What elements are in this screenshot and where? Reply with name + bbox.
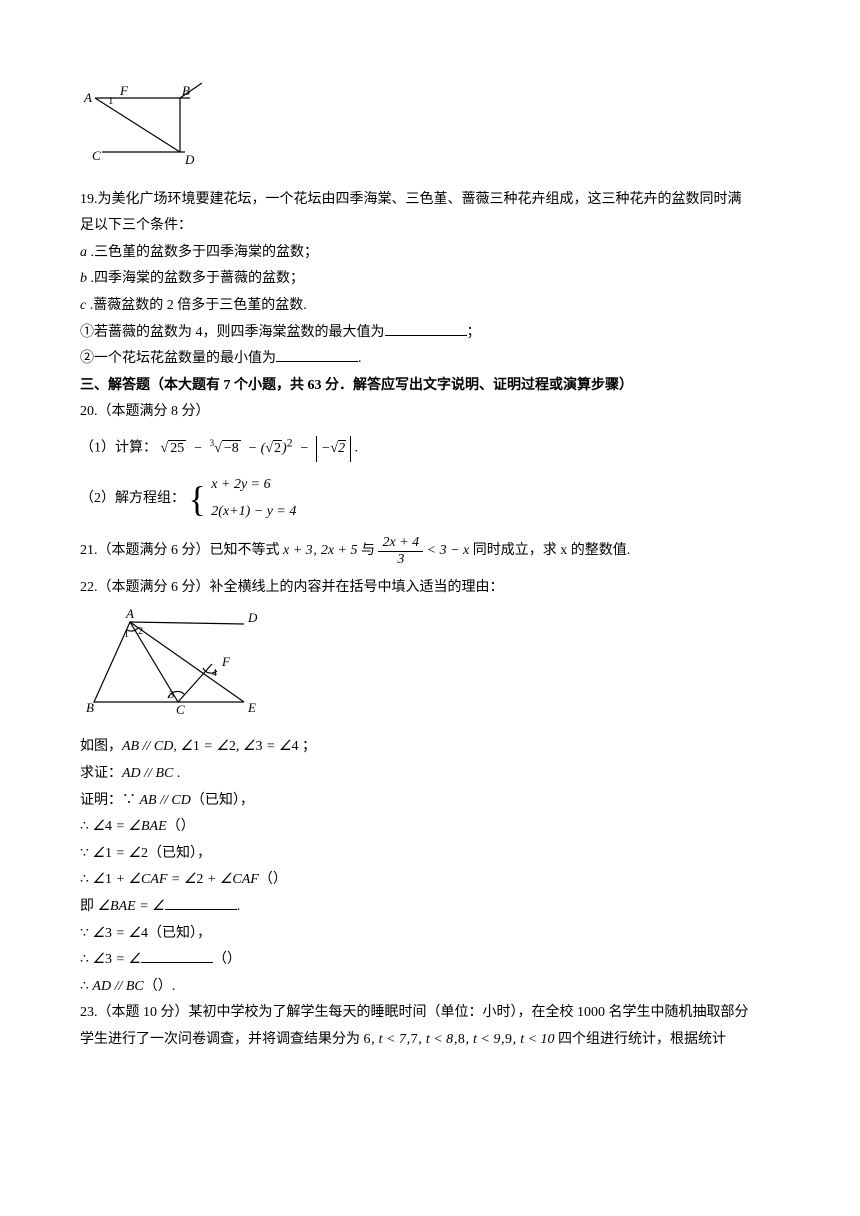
q22-given: 如图，AB // CD, ∠1 = ∠2, ∠3 = ∠4 ； <box>80 734 780 761</box>
svg-text:F: F <box>221 654 231 669</box>
svg-text:C: C <box>176 702 185 717</box>
q19-blank1 <box>385 320 467 335</box>
q20-header: 20.（本题满分 8 分） <box>80 399 780 426</box>
q20-part2: （2）解方程组： { x + 2y = 6 2(x+1) − y = 4 <box>80 472 780 525</box>
svg-text:1: 1 <box>108 95 114 107</box>
q22-step5: 即 ∠BAE = ∠. <box>80 894 780 921</box>
q22-step4: ∴ ∠1 + ∠CAF = ∠2 + ∠CAF（） <box>80 867 780 894</box>
svg-text:A: A <box>125 608 134 621</box>
q21: 21.（本题满分 6 分）已知不等式 x + 3‚ 2x + 5 与 2x + … <box>80 535 780 567</box>
svg-text:F: F <box>119 83 129 98</box>
svg-text:B: B <box>182 83 190 98</box>
q22-step1: 证明：∵ AB // CD（已知）， <box>80 788 780 815</box>
q22-figure: A D B C E F 1 2 3 4 <box>80 608 780 729</box>
svg-text:A: A <box>83 90 92 105</box>
q22-step6: ∵ ∠3 = ∠4（已知）， <box>80 921 780 948</box>
q20-part1: （1）计算： √25 − 3√−8 − (√2)2 − −√2 . <box>80 432 780 462</box>
q22-prove: 求证：AD // BC . <box>80 761 780 788</box>
svg-text:3: 3 <box>169 690 174 701</box>
q19-stem: 19.为美化广场环境要建花坛，一个花坛由四季海棠、三色堇、蔷薇三种花卉组成，这三… <box>80 187 780 214</box>
svg-text:D: D <box>247 610 258 625</box>
q22-header: 22.（本题满分 6 分）补全横线上的内容并在括号中填入适当的理由： <box>80 575 780 602</box>
svg-text:1: 1 <box>124 629 129 640</box>
q23-line2: 学生进行了一次问卷调查，并将调查结果分为 6‚ t < 7‚7‚ t < 8‚8… <box>80 1027 780 1054</box>
svg-text:B: B <box>86 700 94 715</box>
q19-part2: ②一个花坛花盆数量的最小值为. <box>80 346 780 373</box>
q22-blank2 <box>141 948 213 963</box>
svg-text:D: D <box>184 152 195 167</box>
q22-step8: ∴ AD // BC（）. <box>80 974 780 1001</box>
q19-b: .四季海棠的盆数多于蔷薇的盆数； <box>91 271 305 286</box>
q22-blank1 <box>165 895 237 910</box>
q19-c: .蔷薇盆数的 2 倍多于三色堇的盆数. <box>90 298 307 313</box>
q22-step3: ∵ ∠1 = ∠2（已知）， <box>80 841 780 868</box>
q18-figure: A F B C D 1 <box>80 80 780 181</box>
section3-heading: 三、解答题（本大题有 7 个小题，共 63 分．解答应写出文字说明、证明过程或演… <box>80 373 780 400</box>
svg-text:4: 4 <box>212 668 217 679</box>
q19-part1: ①若蔷薇的盆数为 4，则四季海棠盆数的最大值为； <box>80 320 780 347</box>
q22-step2: ∴ ∠4 = ∠BAE（） <box>80 814 780 841</box>
q22-step7: ∴ ∠3 = ∠（） <box>80 947 780 974</box>
q19-a: .三色堇的盆数多于四季海棠的盆数； <box>91 245 319 260</box>
svg-text:C: C <box>92 148 101 163</box>
q23-line1: 23.（本题 10 分）某初中学校为了解学生每天的睡眠时间（单位：小时），在全校… <box>80 1000 780 1027</box>
q19-stem2: 足以下三个条件： <box>80 213 780 240</box>
svg-text:E: E <box>247 700 256 715</box>
q19-blank2 <box>276 347 358 362</box>
svg-text:2: 2 <box>138 626 143 637</box>
